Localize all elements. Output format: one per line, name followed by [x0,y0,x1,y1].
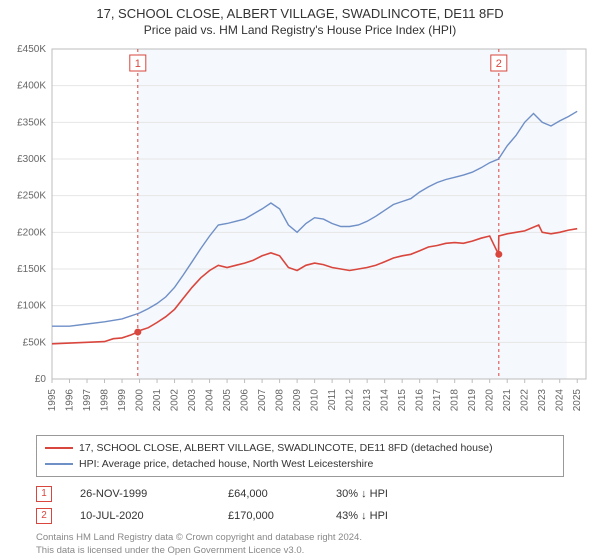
svg-text:1997: 1997 [82,389,93,412]
svg-text:2006: 2006 [240,389,251,412]
svg-text:2007: 2007 [257,389,268,412]
marker-date-1: 26-NOV-1999 [80,483,200,505]
marker-badge-2: 2 [36,508,52,524]
svg-text:2009: 2009 [292,389,303,412]
svg-text:2008: 2008 [275,389,286,412]
svg-text:2011: 2011 [327,389,338,411]
svg-text:2000: 2000 [135,389,146,412]
svg-text:2002: 2002 [170,389,181,412]
svg-text:£50K: £50K [23,337,47,348]
svg-text:2016: 2016 [415,389,426,412]
svg-text:2019: 2019 [467,389,478,412]
chart-area: £0 £50K £100K £150K £200K £250K £300K £350K £400… [0,41,600,431]
footer-line-1: Contains HM Land Registry data © Crown c… [36,531,564,544]
svg-text:1: 1 [135,58,141,70]
legend-item-property: 17, SCHOOL CLOSE, ALBERT VILLAGE, SWADLI… [45,440,555,456]
svg-text:£400K: £400K [17,81,46,92]
svg-text:£250K: £250K [17,191,46,202]
svg-text:2005: 2005 [222,389,233,412]
chart-title: 17, SCHOOL CLOSE, ALBERT VILLAGE, SWADLI… [0,6,600,21]
svg-text:1995: 1995 [47,389,58,412]
marker-relation-2: 43% ↓ HPI [336,505,456,527]
legend-label-hpi: HPI: Average price, detached house, Nort… [79,456,373,472]
svg-text:2003: 2003 [187,389,198,412]
footer-line-2: This data is licensed under the Open Gov… [36,544,564,557]
svg-text:2: 2 [496,58,502,70]
marker-table: 1 26-NOV-1999 £64,000 30% ↓ HPI 2 10-JUL… [36,483,564,527]
legend-label-property: 17, SCHOOL CLOSE, ALBERT VILLAGE, SWADLI… [79,440,493,456]
svg-text:2024: 2024 [555,389,566,412]
svg-text:2021: 2021 [502,389,513,412]
svg-text:1998: 1998 [100,389,111,412]
svg-text:2010: 2010 [310,389,321,412]
svg-text:£300K: £300K [17,154,46,165]
chart-subtitle: Price paid vs. HM Land Registry's House … [0,23,600,37]
svg-text:£150K: £150K [17,264,46,275]
svg-text:2001: 2001 [152,389,163,412]
svg-text:1999: 1999 [117,389,128,412]
svg-text:£450K: £450K [17,44,46,55]
svg-text:£100K: £100K [17,301,46,312]
svg-text:£0: £0 [35,374,47,385]
chart-svg: £0 £50K £100K £150K £200K £250K £300K £350K £400… [0,41,600,431]
legend-swatch-hpi [45,463,73,465]
svg-text:2013: 2013 [362,389,373,412]
legend: 17, SCHOOL CLOSE, ALBERT VILLAGE, SWADLI… [36,435,564,477]
marker-price-1: £64,000 [228,483,308,505]
svg-text:£350K: £350K [17,117,46,128]
svg-text:2018: 2018 [450,389,461,412]
marker-badge-1: 1 [36,486,52,502]
svg-text:2017: 2017 [432,389,443,412]
svg-text:2015: 2015 [397,389,408,412]
svg-text:2004: 2004 [205,389,216,412]
marker-row-2: 2 10-JUL-2020 £170,000 43% ↓ HPI [36,505,564,527]
marker-price-2: £170,000 [228,505,308,527]
footer: Contains HM Land Registry data © Crown c… [36,531,564,557]
legend-swatch-property [45,447,73,449]
marker-row-1: 1 26-NOV-1999 £64,000 30% ↓ HPI [36,483,564,505]
svg-text:2012: 2012 [345,389,356,412]
svg-text:2020: 2020 [485,389,496,412]
legend-item-hpi: HPI: Average price, detached house, Nort… [45,456,555,472]
svg-text:2022: 2022 [520,389,531,412]
svg-text:2025: 2025 [572,389,583,412]
svg-text:2023: 2023 [537,389,548,412]
marker-date-2: 10-JUL-2020 [80,505,200,527]
marker-relation-1: 30% ↓ HPI [336,483,456,505]
svg-text:1996: 1996 [65,389,76,412]
svg-text:£200K: £200K [17,227,46,238]
svg-text:2014: 2014 [380,389,391,412]
